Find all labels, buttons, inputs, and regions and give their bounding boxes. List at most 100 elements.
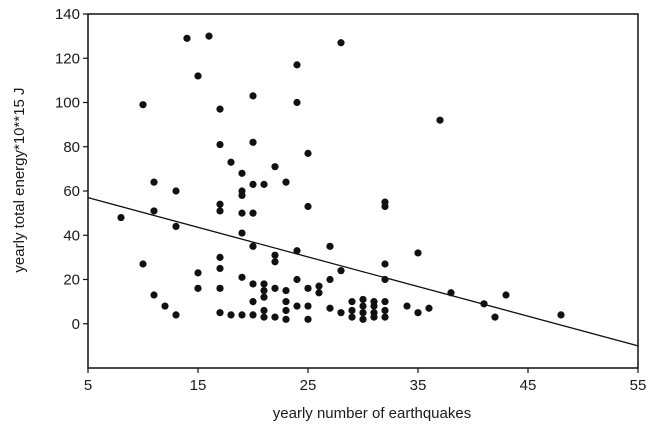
data-point — [249, 242, 257, 250]
data-point — [238, 311, 246, 319]
data-point — [337, 309, 345, 317]
data-point — [216, 200, 224, 208]
data-point — [161, 302, 169, 310]
data-point — [414, 309, 422, 317]
data-point — [293, 247, 301, 255]
x-axis-label: yearly number of earthquakes — [273, 405, 471, 422]
data-point — [216, 284, 224, 292]
data-point — [557, 311, 565, 319]
data-point — [216, 105, 224, 113]
data-point — [359, 295, 367, 304]
data-point — [216, 207, 224, 215]
data-point — [227, 158, 235, 166]
data-point — [381, 275, 389, 284]
data-point — [249, 311, 257, 319]
y-axis: 0 20 40 60 80 100 120 140 — [55, 6, 88, 333]
y-tick-label: 60 — [63, 183, 80, 200]
data-point — [381, 313, 389, 321]
data-point — [348, 298, 356, 306]
data-point — [359, 302, 367, 310]
data-point — [139, 260, 147, 268]
data-point — [150, 178, 158, 186]
data-point — [260, 313, 268, 321]
data-point — [491, 313, 499, 321]
x-tick-label: 35 — [410, 377, 427, 394]
y-tick-label: 80 — [63, 139, 80, 156]
data-point — [282, 178, 290, 186]
data-point — [227, 311, 235, 319]
data-point — [183, 34, 191, 42]
x-tick-label: 15 — [190, 377, 207, 394]
x-tick-label: 45 — [520, 377, 537, 394]
y-axis-label: yearly total energy*10**15 J — [11, 87, 28, 272]
data-point — [304, 302, 312, 310]
data-point — [117, 213, 125, 222]
data-point — [304, 315, 312, 323]
x-tick-label: 25 — [300, 377, 317, 394]
data-point — [502, 291, 510, 299]
data-point — [194, 72, 202, 80]
data-point — [293, 275, 301, 284]
data-point — [238, 229, 246, 237]
data-point — [381, 260, 389, 268]
x-tick-label: 55 — [630, 377, 647, 394]
data-point — [249, 138, 257, 146]
data-point — [326, 242, 334, 250]
data-point — [271, 284, 279, 292]
data-point — [216, 309, 224, 317]
data-point — [359, 309, 367, 317]
data-point — [238, 191, 246, 200]
data-point — [205, 32, 213, 40]
data-point — [271, 251, 279, 259]
data-point — [436, 116, 444, 124]
regression-line — [87, 197, 639, 347]
data-point — [282, 315, 290, 323]
data-point — [315, 289, 323, 297]
data-point — [370, 313, 378, 321]
data-point — [337, 267, 345, 275]
data-point — [238, 273, 246, 281]
data-point — [282, 286, 290, 295]
x-axis: 5 15 25 35 45 55 — [84, 368, 647, 394]
data-point — [381, 298, 389, 306]
data-point — [304, 202, 312, 211]
data-point — [293, 61, 301, 69]
data-point — [172, 187, 180, 195]
data-point — [194, 269, 202, 277]
data-point — [337, 39, 345, 47]
data-point — [249, 92, 257, 100]
data-point — [348, 306, 356, 315]
data-point — [293, 302, 301, 310]
data-point — [194, 284, 202, 292]
data-point — [271, 258, 279, 266]
data-point — [260, 180, 268, 188]
data-point — [172, 222, 180, 230]
data-point — [260, 280, 268, 288]
data-point — [249, 298, 257, 306]
y-tick-label: 0 — [72, 316, 80, 333]
data-point — [425, 304, 433, 312]
data-point — [150, 291, 158, 299]
data-point — [260, 306, 268, 315]
data-point — [249, 280, 257, 288]
data-point — [271, 163, 279, 171]
x-tick-label: 5 — [84, 377, 92, 394]
data-point — [282, 306, 290, 315]
data-point — [249, 209, 257, 217]
data-point — [381, 202, 389, 211]
data-point — [381, 306, 389, 315]
data-point — [139, 101, 147, 109]
data-point — [238, 209, 246, 217]
data-point — [348, 313, 356, 321]
data-point — [480, 300, 488, 308]
data-point — [370, 302, 378, 310]
y-tick-label: 40 — [63, 227, 80, 244]
data-point — [326, 304, 334, 312]
data-point — [238, 169, 246, 177]
data-point — [249, 180, 257, 188]
data-point — [315, 282, 323, 290]
data-point — [304, 284, 312, 292]
data-point — [414, 249, 422, 257]
data-point — [260, 286, 268, 295]
